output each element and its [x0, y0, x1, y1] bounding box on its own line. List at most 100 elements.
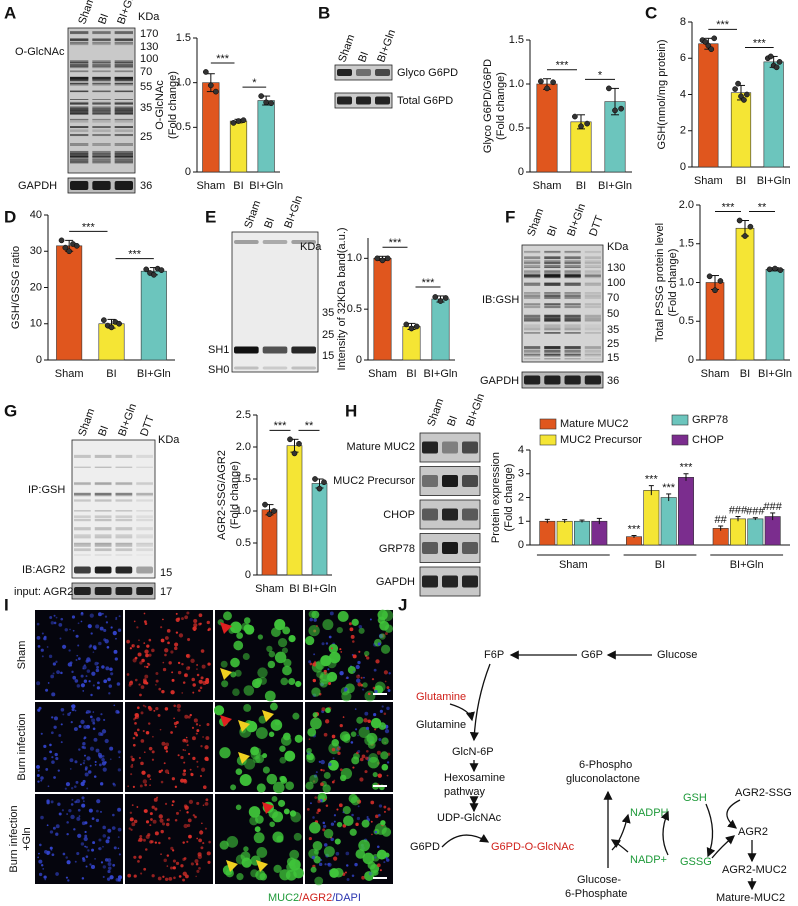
blot-band — [564, 270, 581, 273]
cell — [378, 737, 382, 742]
blot-band — [442, 475, 458, 487]
data-point — [706, 273, 713, 280]
cell — [90, 693, 93, 697]
cell — [72, 675, 77, 680]
cell — [166, 629, 171, 633]
blot-band — [442, 542, 458, 554]
blot-band — [70, 150, 89, 154]
y-tick-label: 2.0 — [236, 441, 251, 453]
cell — [325, 804, 329, 807]
lane-label: Sham — [242, 199, 263, 230]
blot-band — [136, 543, 153, 545]
node: G6PD-O-GlcNAc — [491, 841, 575, 853]
cell — [168, 876, 173, 881]
cell — [177, 661, 181, 665]
cell — [128, 683, 132, 687]
data-point — [403, 321, 410, 328]
blot-band — [114, 150, 133, 154]
data-point — [732, 86, 738, 92]
cell — [288, 635, 296, 643]
cell — [327, 668, 330, 671]
cell — [198, 613, 203, 618]
cell — [200, 676, 204, 680]
cell — [270, 719, 283, 731]
data-point — [116, 320, 122, 327]
blot-band — [70, 99, 89, 100]
cell — [118, 756, 121, 759]
cell — [308, 738, 311, 741]
cell — [336, 821, 343, 828]
cell — [312, 816, 315, 819]
blot-band — [136, 510, 153, 512]
blot-band — [544, 273, 561, 277]
blot-band — [114, 41, 133, 44]
cell — [143, 867, 147, 871]
cell — [365, 756, 369, 760]
cell — [313, 856, 321, 864]
cell — [205, 798, 209, 802]
cell — [49, 846, 53, 850]
legend-swatch — [539, 418, 557, 430]
blot-band — [114, 38, 133, 41]
y-axis-label: (Fold change) — [495, 72, 507, 140]
blot-band — [70, 101, 89, 104]
blot-band — [114, 126, 133, 129]
cell — [196, 729, 200, 733]
cell — [134, 656, 138, 660]
blot-band — [564, 293, 581, 295]
cell — [140, 761, 144, 766]
cell — [194, 815, 197, 819]
cell — [49, 830, 54, 834]
blot-band — [524, 294, 541, 298]
arrowhead — [220, 715, 232, 727]
cell — [98, 763, 102, 767]
data-point — [296, 440, 302, 447]
cell — [374, 638, 382, 647]
cell — [113, 704, 116, 707]
data-point — [584, 120, 590, 127]
panel-letter: I — [4, 595, 9, 614]
cell — [104, 639, 109, 644]
cell — [149, 824, 152, 827]
node: AGR2-SSG — [735, 787, 792, 799]
cell — [226, 836, 239, 848]
cell — [175, 612, 178, 615]
cell — [92, 727, 96, 731]
cell — [158, 770, 162, 774]
blot-band — [92, 111, 111, 115]
cell — [187, 818, 192, 823]
cell — [134, 713, 139, 718]
cell — [383, 712, 387, 716]
blot-band — [584, 354, 601, 356]
blot-band — [92, 31, 111, 34]
panel-letter: B — [318, 3, 330, 22]
cell — [85, 855, 89, 858]
blot-band — [524, 354, 541, 356]
cell — [357, 682, 362, 687]
cell — [349, 828, 357, 836]
cell — [196, 869, 200, 873]
cell — [139, 693, 142, 697]
y-tick-label: 2 — [518, 491, 524, 503]
cell — [196, 837, 199, 840]
cell — [68, 649, 71, 652]
bar — [764, 516, 781, 546]
cell — [138, 756, 141, 759]
legend-swatch — [671, 434, 689, 446]
cell — [148, 653, 152, 657]
cell — [280, 677, 289, 686]
significance: *** — [82, 221, 96, 233]
cell — [207, 662, 211, 666]
cell — [103, 628, 107, 633]
cell — [53, 776, 56, 779]
cell — [184, 739, 189, 743]
cell — [158, 841, 161, 845]
cell — [308, 660, 312, 664]
cell — [83, 724, 88, 730]
cell — [220, 660, 228, 668]
blot-band — [94, 493, 112, 497]
cell — [91, 671, 96, 676]
cell — [195, 732, 198, 735]
cell — [160, 780, 164, 784]
row-label: IP:GSH — [28, 484, 65, 496]
